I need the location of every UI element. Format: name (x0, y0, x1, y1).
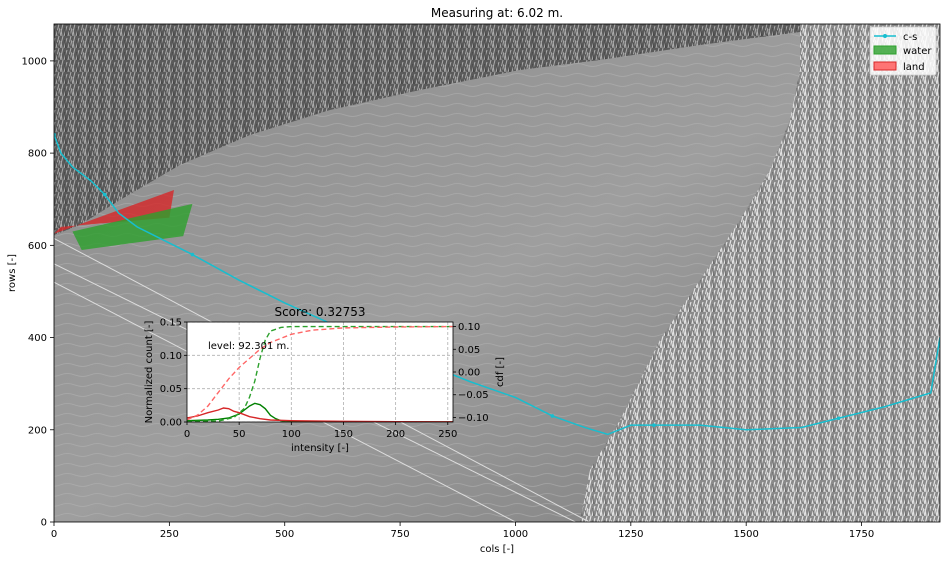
y-tick-label: 600 (28, 241, 47, 252)
inset-y2-tick-label: −0.05 (458, 390, 489, 401)
main-axes-frame (53, 23, 941, 523)
main-chart-title: Measuring at: 6.02 m. (431, 6, 563, 20)
inset-y-tick-label: 0.10 (160, 351, 182, 362)
inset-title: Score: 0.32753 (274, 305, 365, 319)
main-x-axis-label: cols [-] (480, 544, 514, 555)
x-tick-label: 750 (391, 529, 410, 540)
x-tick-label: 0 (51, 529, 57, 540)
inset-y2-tick-label: 0.05 (458, 345, 480, 356)
x-tick-label: 500 (275, 529, 294, 540)
cs-point (836, 416, 841, 421)
cs-point (54, 132, 56, 137)
y-tick-label: 0 (41, 518, 47, 529)
legend: c-s water land (869, 26, 937, 76)
legend-cs-marker (883, 34, 887, 38)
inset-land-cdf-line (187, 325, 453, 421)
inset-x-tick-label: 0 (184, 429, 190, 440)
inset-x-tick-label: 100 (282, 429, 301, 440)
inset-land-histogram-line (187, 407, 453, 422)
land-region (54, 190, 174, 234)
cs-point (190, 252, 195, 257)
inset-chart: 0 50 100 150 200 250 0.00 0.05 0.10 0.15 0.10 0.05 0… (144, 305, 506, 454)
inset-x-tick-label: 150 (334, 429, 353, 440)
right-bank-vegetation (580, 24, 940, 522)
inset-y2-tick-label: −0.10 (458, 413, 489, 424)
inset-y-tick-label: 0.00 (160, 418, 182, 429)
legend-land-swatch (873, 61, 897, 71)
cs-point (550, 414, 555, 418)
y-tick-label: 400 (28, 333, 47, 344)
inset-y2-tick-label: 0.00 (458, 368, 480, 379)
inset-x-axis-label: intensity [-] (291, 443, 349, 454)
y-tick-label: 200 (28, 425, 47, 436)
inset-x-tick-label: 250 (438, 429, 457, 440)
inset-y-tick-label: 0.05 (160, 384, 182, 395)
cs-point (652, 423, 656, 427)
x-tick-label: 1500 (733, 529, 758, 540)
legend-water-swatch (873, 45, 897, 55)
legend-water-label: water (903, 46, 932, 57)
inset-water-cdf-line (187, 325, 453, 422)
y-tick-label: 800 (28, 149, 47, 160)
main-y-axis-label: rows [-] (7, 254, 18, 292)
inset-x-tick-label: 200 (386, 429, 405, 440)
cs-point (102, 192, 107, 197)
left-bank-vegetation (54, 24, 830, 235)
inset-axes-background (187, 322, 453, 422)
x-tick-label: 1250 (618, 529, 643, 540)
inset-y2-tick-label: 0.10 (458, 322, 480, 333)
x-tick-label: 1750 (849, 529, 874, 540)
inset-y-axis-label: Normalized count [-] (144, 321, 155, 424)
inset-x-tick-label: 50 (233, 429, 246, 440)
inset-y-tick-label: 0.15 (160, 318, 182, 329)
stream-photo-background (54, 24, 940, 522)
x-tick-label: 250 (160, 529, 179, 540)
legend-land-label: land (903, 62, 925, 73)
inset-y2-axis-label: cdf [-] (495, 357, 506, 387)
inset-level-annotation: level: 92.301 m. (208, 341, 289, 352)
x-tick-label: 1000 (503, 529, 528, 540)
y-tick-label: 1000 (22, 56, 47, 67)
legend-cs-label: c-s (903, 32, 917, 43)
water-region (72, 203, 193, 250)
